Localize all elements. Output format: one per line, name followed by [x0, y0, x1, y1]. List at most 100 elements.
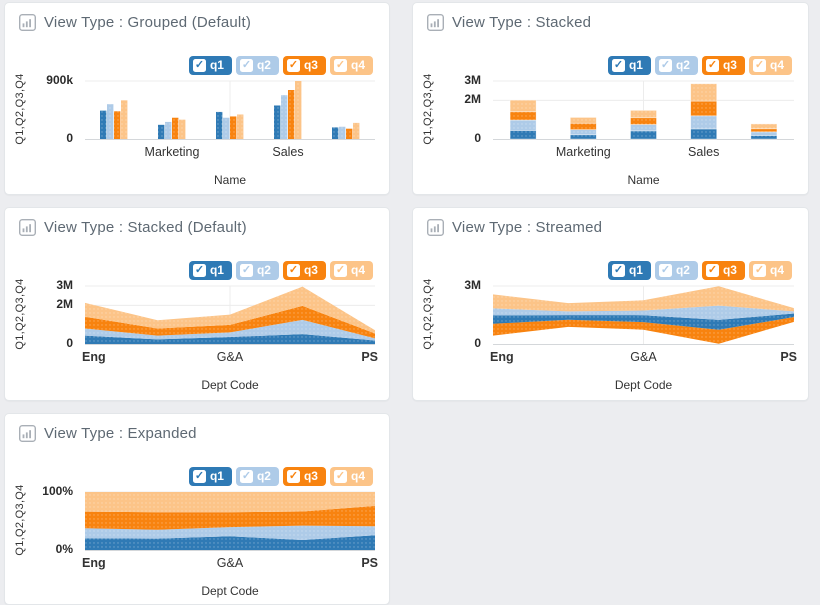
panel-title: View Type : Stacked — [452, 14, 592, 31]
bar-chart-icon — [427, 14, 444, 31]
checkbox-checked-icon: ✓ — [752, 59, 766, 73]
legend-label: q4 — [350, 469, 365, 483]
x-category-label: PS — [361, 556, 378, 570]
legend-item-q3[interactable]: ✓ q3 — [282, 261, 326, 281]
legend-label: q4 — [769, 263, 784, 277]
legend-label: q1 — [209, 469, 224, 483]
x-category-label: PS — [361, 350, 378, 364]
legend-label: q4 — [769, 58, 784, 72]
legend-label: q2 — [675, 263, 690, 277]
checkbox-checked-icon: ✓ — [333, 59, 347, 73]
checkbox-checked-icon: ✓ — [286, 59, 300, 73]
legend-item-q1[interactable]: ✓ q1 — [188, 56, 232, 76]
panel-title: View Type : Stacked (Default) — [44, 219, 247, 236]
legend-label: q3 — [722, 58, 737, 72]
legend-item-q4[interactable]: ✓ q4 — [748, 56, 792, 76]
legend-item-q2[interactable]: ✓ q2 — [235, 56, 279, 76]
panel-stacked-bar: View Type : Stacked ✓ q1 ✓ q2 ✓ q3 ✓ q4 Q1,Q2,Q3,… — [412, 2, 809, 195]
legend-label: q3 — [303, 469, 318, 483]
panel-stacked-area: View Type : Stacked (Default) ✓ q1 ✓ q2 ✓ q3 ✓ q… — [4, 207, 390, 401]
panel-grouped: View Type : Grouped (Default) ✓ q1 ✓ q2 ✓ q3 ✓ q… — [4, 2, 390, 195]
x-category-label: Sales — [688, 145, 720, 159]
checkbox-checked-icon: ✓ — [286, 470, 300, 484]
legend-item-q4[interactable]: ✓ q4 — [329, 56, 373, 76]
y-tick-label: 2M — [464, 92, 481, 107]
x-category-label: G&A — [630, 350, 657, 364]
legend-label: q1 — [628, 58, 643, 72]
y-tick-label: 0% — [55, 542, 73, 556]
legend-label: q4 — [350, 58, 365, 72]
checkbox-checked-icon: ✓ — [239, 59, 253, 73]
legend-label: q1 — [209, 263, 224, 277]
legend-label: q1 — [628, 263, 643, 277]
y-tick-label: 3M — [56, 278, 73, 292]
checkbox-checked-icon: ✓ — [192, 470, 206, 484]
legend-item-q3[interactable]: ✓ q3 — [701, 261, 745, 281]
x-category-label: Sales — [272, 145, 304, 159]
bar-chart-icon — [427, 219, 444, 236]
legend: ✓ q1 ✓ q2 ✓ q3 ✓ q4 — [188, 261, 373, 281]
panel-title: View Type : Grouped (Default) — [44, 14, 252, 31]
x-category-label: Marketing — [555, 145, 611, 159]
x-axis-title: Name — [627, 173, 660, 187]
checkbox-checked-icon: ✓ — [239, 264, 253, 278]
x-axis-title: Dept Code — [201, 378, 259, 392]
legend-label: q2 — [256, 58, 271, 72]
checkbox-checked-icon: ✓ — [611, 264, 625, 278]
x-category-label: Marketing — [144, 145, 200, 159]
chart-canvas — [85, 80, 375, 140]
bar-chart-icon — [19, 219, 36, 236]
legend-item-q3[interactable]: ✓ q3 — [282, 467, 326, 487]
legend-item-q4[interactable]: ✓ q4 — [748, 261, 792, 281]
legend-item-q4[interactable]: ✓ q4 — [329, 261, 373, 281]
checkbox-checked-icon: ✓ — [192, 59, 206, 73]
y-tick-label: 3M — [464, 278, 481, 292]
legend: ✓ q1 ✓ q2 ✓ q3 ✓ q4 — [188, 467, 373, 487]
panel-header: View Type : Grouped (Default) — [19, 14, 251, 31]
y-tick-label: 0 — [474, 336, 481, 350]
legend-label: q3 — [303, 263, 318, 277]
checkbox-checked-icon: ✓ — [333, 264, 347, 278]
y-tick-label: 100% — [42, 484, 73, 498]
legend-item-q4[interactable]: ✓ q4 — [329, 467, 373, 487]
legend-item-q1[interactable]: ✓ q1 — [607, 56, 651, 76]
panel-header: View Type : Streamed — [427, 219, 602, 236]
panel-header: View Type : Expanded — [19, 425, 197, 442]
panel-title: View Type : Streamed — [452, 219, 603, 236]
legend-item-q1[interactable]: ✓ q1 — [188, 467, 232, 487]
y-tick-label: 3M — [464, 73, 481, 87]
checkbox-checked-icon: ✓ — [192, 264, 206, 278]
panel-stream: View Type : Streamed ✓ q1 ✓ q2 ✓ q3 ✓ q4 Q1,Q2,Q3… — [412, 207, 809, 401]
legend-item-q2[interactable]: ✓ q2 — [654, 56, 698, 76]
legend-item-q2[interactable]: ✓ q2 — [235, 261, 279, 281]
x-axis-title: Name — [213, 173, 246, 187]
checkbox-checked-icon: ✓ — [752, 264, 766, 278]
bar-chart-icon — [19, 14, 36, 31]
legend-item-q3[interactable]: ✓ q3 — [701, 56, 745, 76]
chart-canvas — [85, 491, 375, 551]
x-category-label: PS — [780, 350, 797, 364]
legend-label: q1 — [209, 58, 224, 72]
checkbox-checked-icon: ✓ — [333, 470, 347, 484]
x-axis-title: Dept Code — [614, 378, 673, 392]
panel-expanded: View Type : Expanded ✓ q1 ✓ q2 ✓ q3 ✓ q4 Q1,Q2,Q3… — [4, 413, 390, 605]
x-category-label: Eng — [82, 556, 106, 570]
legend-item-q1[interactable]: ✓ q1 — [188, 261, 232, 281]
legend-item-q3[interactable]: ✓ q3 — [282, 56, 326, 76]
x-axis-title: Dept Code — [201, 584, 259, 598]
panel-title: View Type : Expanded — [44, 425, 197, 442]
x-category-label: Eng — [82, 350, 106, 364]
y-tick-label: 2M — [56, 297, 73, 312]
legend-item-q1[interactable]: ✓ q1 — [607, 261, 651, 281]
x-category-label: G&A — [216, 350, 244, 364]
y-tick-label: 0 — [66, 336, 73, 350]
legend-item-q2[interactable]: ✓ q2 — [654, 261, 698, 281]
legend-item-q2[interactable]: ✓ q2 — [235, 467, 279, 487]
legend-label: q2 — [256, 263, 271, 277]
panel-header: View Type : Stacked — [427, 14, 591, 31]
checkbox-checked-icon: ✓ — [658, 264, 672, 278]
y-tick-label: 0 — [66, 131, 73, 145]
legend-label: q3 — [303, 58, 318, 72]
legend: ✓ q1 ✓ q2 ✓ q3 ✓ q4 — [607, 261, 792, 281]
dashboard-page: { "page": { "background": "#ecedf0", "pa… — [4, 2, 809, 605]
